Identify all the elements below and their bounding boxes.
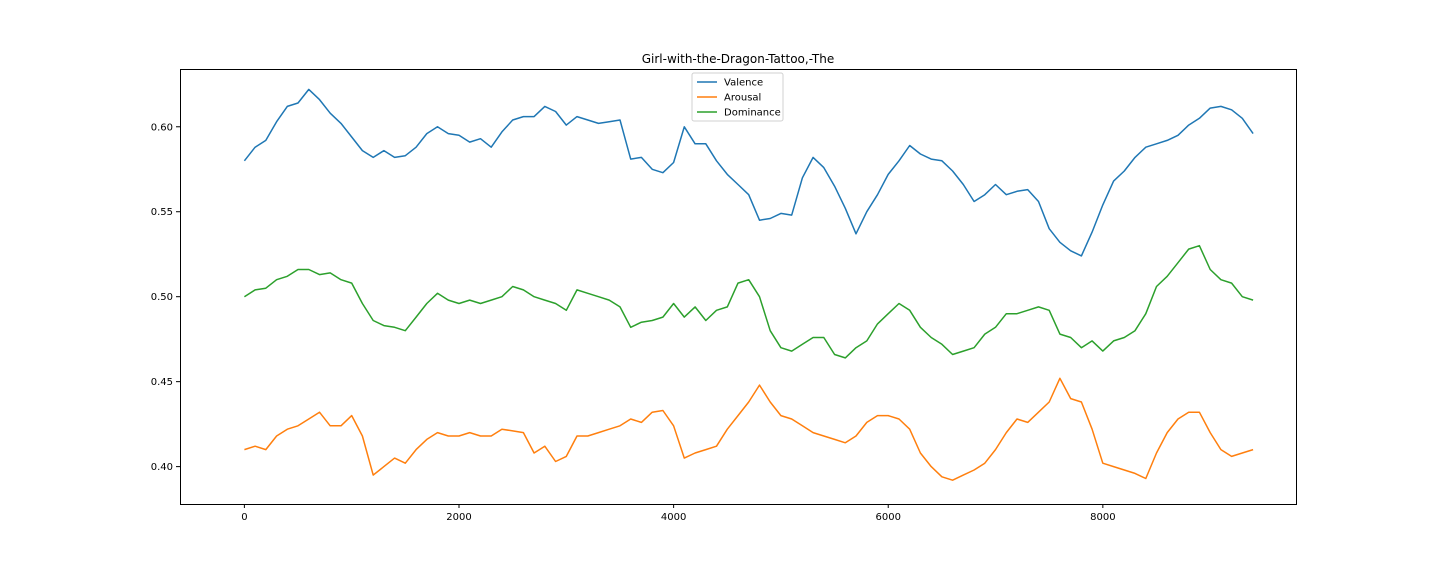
chart-title: Girl-with-the-Dragon-Tattoo,-The [642, 52, 835, 66]
y-tick-label: 0.60 [151, 122, 173, 133]
x-tick-label: 4000 [661, 512, 686, 523]
x-tick-label: 2000 [446, 512, 471, 523]
y-tick-label: 0.45 [151, 377, 173, 388]
legend-label-arousal: Arousal [724, 93, 761, 104]
axes-layer: 0 2000 4000 6000 8000 0.40 0.45 0.50 0.55 0.60 [151, 122, 1116, 523]
legend: Valence Arousal Dominance [691, 72, 784, 122]
series-line-arousal [244, 377, 1254, 481]
y-tick-label: 0.40 [151, 462, 173, 473]
plot-frame [180, 69, 1297, 505]
x-tick-label: 6000 [876, 512, 901, 523]
legend-label-dominance: Dominance [724, 108, 781, 119]
series-line-valence [243, 88, 1254, 257]
x-tick-label: 8000 [1090, 512, 1115, 523]
x-tick-label: 0 [241, 512, 247, 523]
legend-box [691, 72, 784, 122]
series-line-dominance [243, 244, 1254, 359]
y-tick-label: 0.55 [151, 207, 173, 218]
legend-label-valence: Valence [724, 78, 763, 89]
y-tick-label: 0.50 [151, 292, 173, 303]
series-layer [243, 88, 1254, 481]
